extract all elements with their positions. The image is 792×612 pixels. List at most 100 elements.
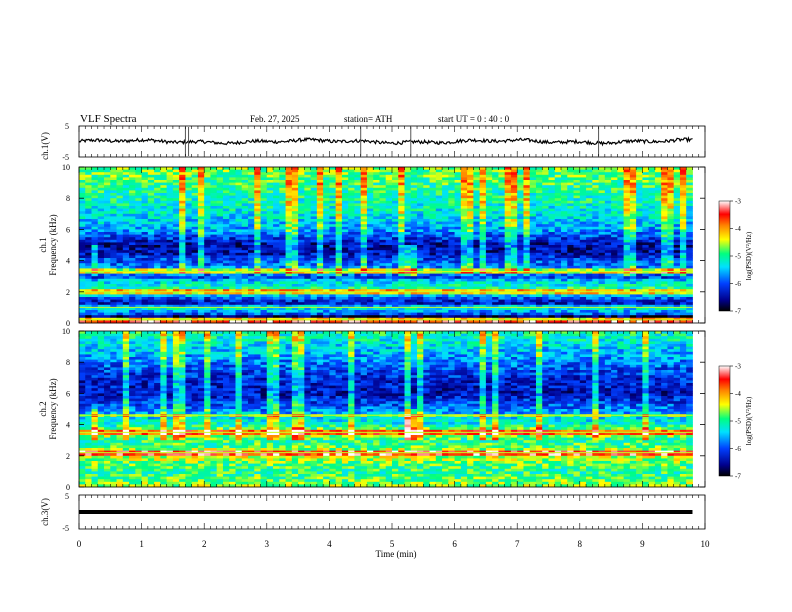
ch1-spectrogram-cell xyxy=(529,167,537,170)
ch1-spectrogram-cell xyxy=(166,185,174,189)
ch1-spectrogram-cell xyxy=(85,239,92,243)
ch1-spectrogram-cell xyxy=(454,200,462,204)
ch1-spectrogram-cell xyxy=(561,190,568,194)
ch1-spectrogram-cell xyxy=(517,297,524,300)
ch1-spectrogram-cell xyxy=(398,317,405,321)
ch1-spectrogram-cell xyxy=(260,232,268,235)
ch1-spectrogram-cell xyxy=(535,208,543,212)
ch1-spectrogram-cell xyxy=(492,307,499,311)
ch1-spectrogram-cell xyxy=(586,237,593,241)
ch1-spectrogram-cell xyxy=(91,317,99,321)
ch1-spectrogram-cell xyxy=(348,260,355,264)
ch1-spectrogram-cell xyxy=(404,317,412,321)
ch1-spectrogram-cell xyxy=(348,226,355,230)
ch1-spectrogram-cell xyxy=(197,208,205,212)
ch1-spectrogram-cell xyxy=(429,242,437,246)
ch1-spectrogram-cell xyxy=(85,203,92,207)
ch1-spectrogram-cell xyxy=(385,294,393,298)
ch1-spectrogram-cell xyxy=(79,232,86,235)
ch1-spectrogram-cell xyxy=(141,258,149,261)
ch1-spectrogram-cell xyxy=(592,263,599,267)
ch1-spectrogram-cell xyxy=(79,211,86,215)
ch1-spectrogram-cell xyxy=(385,297,393,300)
ch1-spectrogram-cell xyxy=(448,245,455,248)
ch1-spectrogram-cell xyxy=(254,271,261,274)
ch1-spectrogram-cell xyxy=(129,289,136,293)
ch1-spectrogram-cell xyxy=(166,216,174,220)
ch1-spectrogram-cell xyxy=(354,258,362,261)
ch1-spectrogram-cell xyxy=(216,206,224,209)
ch1-spectrogram-cell xyxy=(467,234,474,238)
ch1-spectrogram-cell xyxy=(348,286,355,290)
ch1-spectrogram-cell xyxy=(304,226,312,230)
ch1-spectrogram-cell xyxy=(273,263,280,267)
ch1-spectrogram-cell xyxy=(191,193,199,196)
ch1-spectrogram-cell xyxy=(510,265,518,269)
ch1-spectrogram-cell xyxy=(435,276,443,280)
ch1-spectrogram-cell xyxy=(122,216,130,220)
ch1-spectrogram-cell xyxy=(360,310,368,313)
ch1-spectrogram-cell xyxy=(561,317,568,321)
ch1-spectrogram-cell xyxy=(204,276,211,280)
ch1-spectrogram-cell xyxy=(310,177,318,181)
ch1-spectrogram-cell xyxy=(373,299,380,303)
ch1-spectrogram-cell xyxy=(392,294,399,298)
ch1-spectrogram-cell xyxy=(298,297,305,300)
ch1-spectrogram-cell xyxy=(373,258,380,261)
ch1-spectrogram-cell xyxy=(492,167,499,170)
ch1-spectrogram-cell xyxy=(291,294,299,298)
ch1-spectrogram-cell xyxy=(523,224,531,228)
ch1-spectrogram-cell xyxy=(323,247,330,251)
ch1-spectrogram-cell xyxy=(379,255,387,259)
ch1-spectrogram-cell xyxy=(523,302,531,306)
ch1-spectrogram-cell xyxy=(310,273,318,277)
ch1-spectrogram-cell xyxy=(235,177,243,181)
ch1-spectrogram-cell xyxy=(492,276,499,280)
ch1-spectrogram-cell xyxy=(116,203,124,207)
ch1-spectrogram-cell xyxy=(298,221,305,225)
ch1-spectrogram-cell xyxy=(85,265,92,269)
ch1-spectrogram-cell xyxy=(485,312,493,316)
ch1-spectrogram-cell xyxy=(435,260,443,264)
ch1-spectrogram-cell xyxy=(304,284,312,287)
ch1-spectrogram-cell xyxy=(329,226,337,230)
ch1-spectrogram-cell xyxy=(423,284,430,287)
ch1-spectrogram-cell xyxy=(285,242,293,246)
ch1-spectrogram-cell xyxy=(166,234,174,238)
ch1-spectrogram-cell xyxy=(266,239,274,243)
ch1-spectrogram-cell xyxy=(323,213,330,217)
ch1-spectrogram-cell xyxy=(348,177,355,181)
ch1-spectrogram-cell xyxy=(329,208,337,212)
ch1-spectrogram-cell xyxy=(154,289,161,293)
ch1-spectrogram-cell xyxy=(97,195,105,199)
ch1-spectrogram-cell xyxy=(554,232,562,235)
ch1-spectrogram-cell xyxy=(548,312,556,316)
ch1-spectrogram-cell xyxy=(379,229,387,233)
ch1-spectrogram-cell xyxy=(241,200,249,204)
ch1-spectrogram-cell xyxy=(467,172,474,176)
ch1-spectrogram-cell xyxy=(554,302,562,306)
ch1-spectrogram-cell xyxy=(373,315,380,319)
ch1-spectrogram-cell xyxy=(423,258,430,261)
ch1-spectrogram-cell xyxy=(323,182,330,186)
ch1-spectrogram-cell xyxy=(348,297,355,300)
ch1-spectrogram-cell xyxy=(197,260,205,264)
ch1-spectrogram-cell xyxy=(517,213,524,217)
ch1-spectrogram-cell xyxy=(91,200,99,204)
ch1-spectrogram-cell xyxy=(110,263,117,267)
ch1-spectrogram-cell xyxy=(435,250,443,254)
ch1-spectrogram-cell xyxy=(492,315,499,319)
ch1-spectrogram-cell xyxy=(116,232,124,235)
ch1-spectrogram-cell xyxy=(586,263,593,267)
ch1-spectrogram-cell xyxy=(185,242,193,246)
ch1-spectrogram-cell xyxy=(172,198,180,202)
ch1-spectrogram-cell xyxy=(448,320,455,324)
ch1-spectrogram-cell xyxy=(335,195,343,199)
ch1-spectrogram-cell xyxy=(504,174,512,178)
ch1-spectrogram-cell xyxy=(498,180,506,183)
ch1-spectrogram-cell xyxy=(348,250,355,254)
ch1-spectrogram-cell xyxy=(498,304,506,308)
ch1-spectrogram-cell xyxy=(316,273,324,277)
ch1-spectrogram-cell xyxy=(310,276,318,280)
ch1-spectrogram-cell xyxy=(573,193,581,196)
